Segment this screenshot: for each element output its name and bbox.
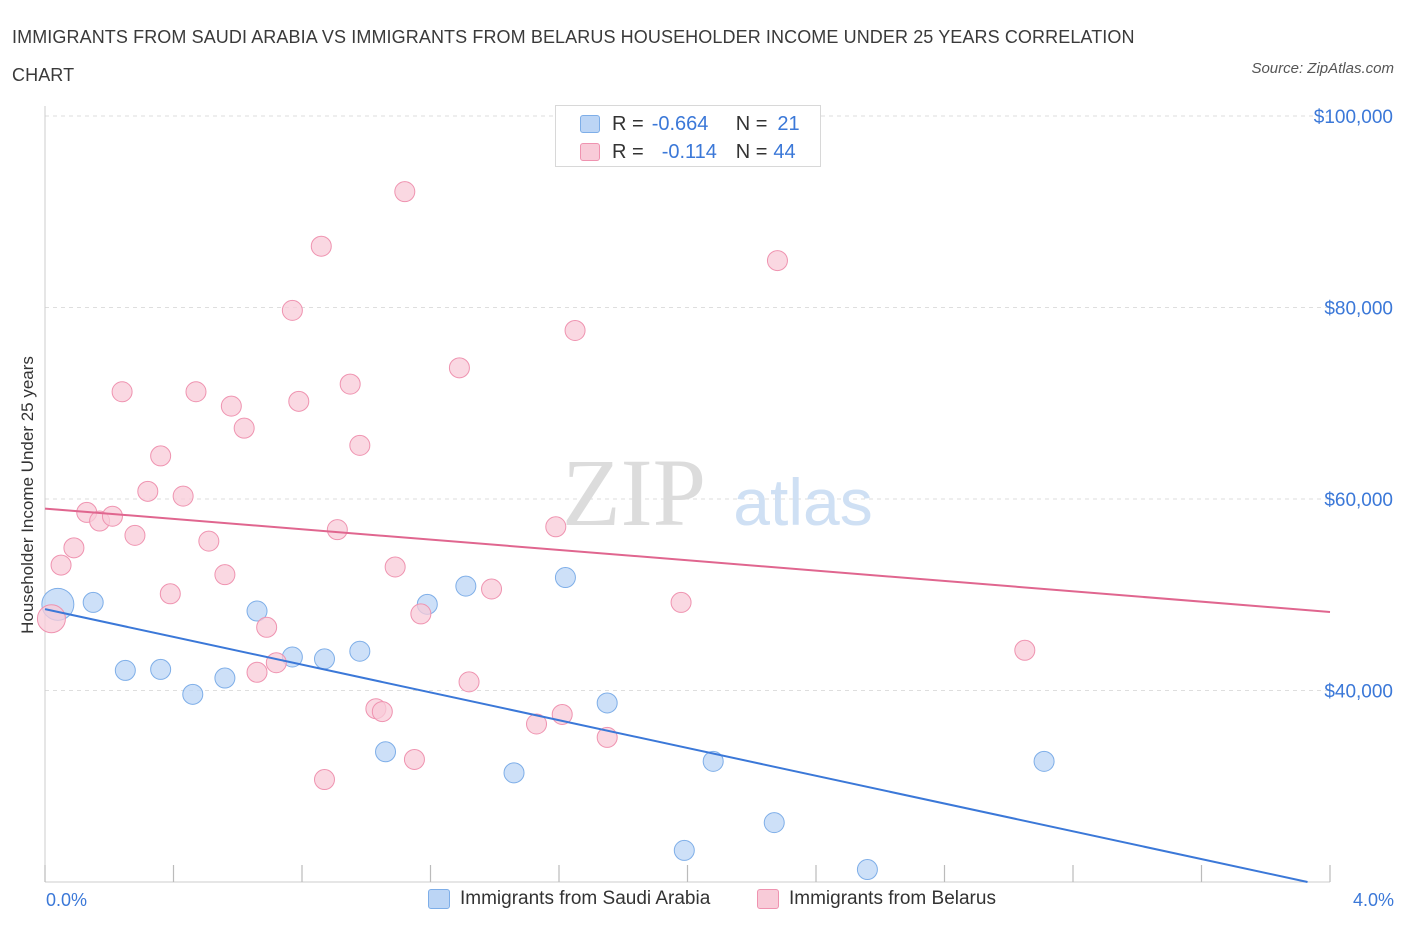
data-point-belarus	[63, 537, 85, 559]
legend-n-value-belarus: 44	[773, 140, 796, 163]
data-point-belarus	[265, 652, 287, 674]
x-tick-label-start: 0.0%	[46, 890, 88, 910]
y-tick-label: $40,000	[1324, 682, 1393, 703]
watermark-zip: ZIP	[562, 439, 706, 546]
data-point-belarus	[326, 519, 348, 541]
legend-n-label: N =	[735, 140, 768, 163]
legend-n-label: N =	[735, 112, 768, 135]
data-point-belarus	[111, 381, 133, 403]
legend-r-label: R =	[612, 140, 644, 163]
data-point-belarus	[403, 748, 425, 770]
data-points	[36, 181, 1055, 881]
data-point-saudi	[313, 648, 335, 670]
bottom-legend-swatch-saudi	[428, 889, 450, 909]
data-point-belarus	[281, 299, 303, 321]
data-point-belarus	[256, 616, 278, 638]
data-point-belarus	[766, 250, 788, 272]
data-point-saudi	[554, 567, 576, 589]
bottom-legend-belarus: Immigrants from Belarus	[757, 888, 996, 910]
bottom-legend-swatch-belarus	[757, 889, 779, 909]
legend-r-value-saudi: -0.664	[651, 112, 709, 135]
data-point-belarus	[481, 578, 503, 600]
data-point-belarus	[670, 591, 692, 613]
legend-row-belarus: R = -0.114 N = 44	[580, 138, 796, 166]
data-point-saudi	[763, 812, 785, 834]
data-point-belarus	[124, 524, 146, 546]
data-point-belarus	[394, 181, 416, 203]
legend-r-value-belarus: -0.114	[661, 140, 717, 163]
watermark-atlas: atlas	[733, 465, 872, 539]
data-point-belarus	[137, 480, 159, 502]
bottom-legend-label-saudi: Immigrants from Saudi Arabia	[460, 888, 711, 909]
trend-line-belarus	[44, 507, 1331, 613]
y-tick-label: $100,000	[1314, 107, 1393, 128]
data-point-belarus	[339, 373, 361, 395]
y-tick-label: $60,000	[1324, 490, 1393, 511]
data-point-belarus	[384, 556, 406, 578]
data-point-belarus	[410, 603, 432, 625]
data-point-saudi	[455, 575, 477, 597]
data-point-belarus	[246, 661, 268, 683]
bottom-legend-saudi: Immigrants from Saudi Arabia	[428, 888, 710, 910]
data-point-saudi	[349, 640, 371, 662]
data-point-belarus	[1014, 639, 1036, 661]
data-point-belarus	[50, 554, 72, 576]
source-note: Source: ZipAtlas.com	[1251, 60, 1394, 77]
data-point-belarus	[185, 381, 207, 403]
data-point-saudi	[182, 683, 204, 705]
data-point-saudi	[82, 591, 104, 613]
data-point-saudi	[856, 859, 878, 881]
legend-row-saudi: R = -0.664 N = 21	[580, 110, 800, 138]
y-tick-labels: $40,000 $60,000 $80,000 $100,000	[1314, 107, 1393, 703]
watermark: ZIP atlas	[562, 439, 873, 546]
data-point-belarus	[564, 319, 586, 341]
correlation-legend: R = -0.664 N = 21 R = -0.114 N = 44	[555, 105, 821, 167]
data-point-belarus	[101, 505, 123, 527]
data-point-saudi	[375, 741, 397, 763]
data-point-belarus	[159, 583, 181, 605]
chart-title: IMMIGRANTS FROM SAUDI ARABIA VS IMMIGRAN…	[12, 27, 1135, 85]
legend-swatch-belarus	[580, 143, 600, 161]
data-point-belarus	[233, 417, 255, 439]
data-point-belarus	[313, 769, 335, 791]
data-point-saudi	[114, 659, 136, 681]
trend-line-saudi	[44, 608, 1308, 883]
data-point-belarus	[371, 701, 393, 723]
data-point-belarus	[220, 395, 242, 417]
data-point-saudi	[1033, 750, 1055, 772]
data-point-belarus	[526, 713, 548, 735]
data-point-belarus	[150, 445, 172, 467]
data-point-belarus	[36, 604, 66, 634]
data-point-belarus	[288, 390, 310, 412]
data-point-belarus	[349, 434, 371, 456]
data-point-saudi	[702, 750, 724, 772]
data-point-saudi	[596, 692, 618, 714]
legend-swatch-saudi	[580, 115, 600, 133]
data-point-saudi	[150, 658, 172, 680]
data-point-belarus	[310, 235, 332, 257]
y-axis-label: Householder Income Under 25 years	[18, 356, 37, 634]
x-tick-label-end: 4.0%	[1352, 890, 1394, 910]
data-point-belarus	[448, 357, 470, 379]
data-point-belarus	[198, 530, 220, 552]
y-tick-label: $80,000	[1324, 299, 1393, 320]
data-point-belarus	[458, 671, 480, 693]
axes	[44, 106, 1331, 883]
legend-n-value-saudi: 21	[777, 112, 800, 135]
legend-r-label: R =	[612, 112, 644, 135]
data-point-saudi	[673, 839, 695, 861]
data-point-saudi	[214, 667, 236, 689]
data-point-saudi	[503, 762, 525, 784]
data-point-saudi	[246, 600, 268, 622]
data-point-belarus	[545, 516, 567, 538]
data-point-belarus	[214, 564, 236, 586]
trend-lines	[44, 507, 1331, 883]
bottom-legend-label-belarus: Immigrants from Belarus	[789, 888, 996, 909]
data-point-belarus	[172, 485, 194, 507]
